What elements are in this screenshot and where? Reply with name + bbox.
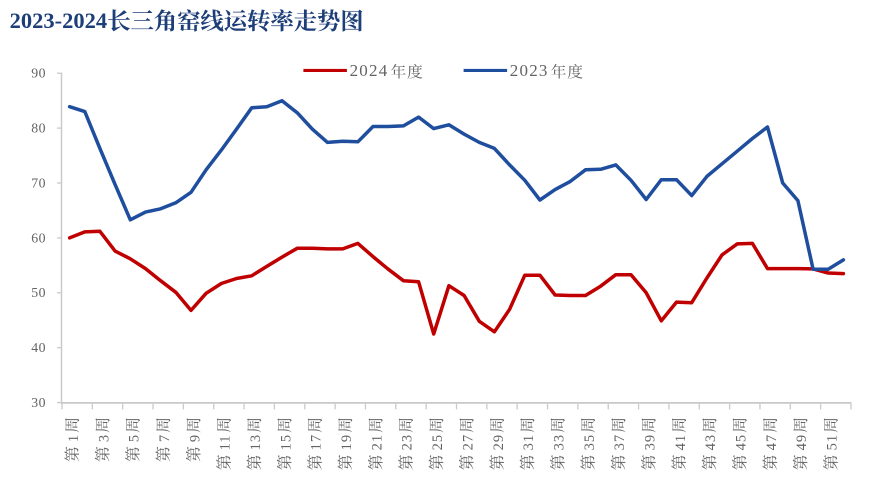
svg-text:60: 60 <box>31 230 46 245</box>
svg-text:2023-2024: 2023-2024 <box>10 8 108 33</box>
svg-text:35: 35 <box>582 434 598 451</box>
svg-text:33: 33 <box>552 434 568 451</box>
svg-text:49: 49 <box>794 434 810 451</box>
svg-text:13: 13 <box>248 434 264 451</box>
svg-text:47: 47 <box>764 434 780 451</box>
svg-text:7: 7 <box>157 434 173 442</box>
svg-text:19: 19 <box>339 434 355 451</box>
svg-text:1: 1 <box>66 434 82 442</box>
svg-text:21: 21 <box>369 434 385 451</box>
svg-text:17: 17 <box>309 434 325 451</box>
svg-text:25: 25 <box>430 434 446 451</box>
svg-text:11: 11 <box>218 434 234 450</box>
svg-text:43: 43 <box>703 434 719 451</box>
svg-text:30: 30 <box>31 395 46 410</box>
svg-text:15: 15 <box>278 434 294 451</box>
svg-text:27: 27 <box>460 434 476 451</box>
svg-text:41: 41 <box>673 434 689 451</box>
svg-text:45: 45 <box>734 434 750 451</box>
svg-text:70: 70 <box>31 175 46 190</box>
svg-text:3: 3 <box>96 434 112 442</box>
svg-text:5: 5 <box>127 434 143 442</box>
svg-text:9: 9 <box>187 434 203 442</box>
svg-text:37: 37 <box>612 434 628 451</box>
svg-text:40: 40 <box>31 340 46 355</box>
svg-text:31: 31 <box>521 434 537 451</box>
svg-text:39: 39 <box>643 434 659 451</box>
svg-text:80: 80 <box>31 121 46 136</box>
svg-text:23: 23 <box>400 434 416 451</box>
svg-text:2024: 2024 <box>350 61 389 80</box>
svg-text:51: 51 <box>825 434 841 451</box>
svg-text:2023: 2023 <box>510 61 549 80</box>
svg-text:50: 50 <box>31 285 46 300</box>
svg-text:90: 90 <box>31 66 46 81</box>
svg-text:29: 29 <box>491 434 507 451</box>
